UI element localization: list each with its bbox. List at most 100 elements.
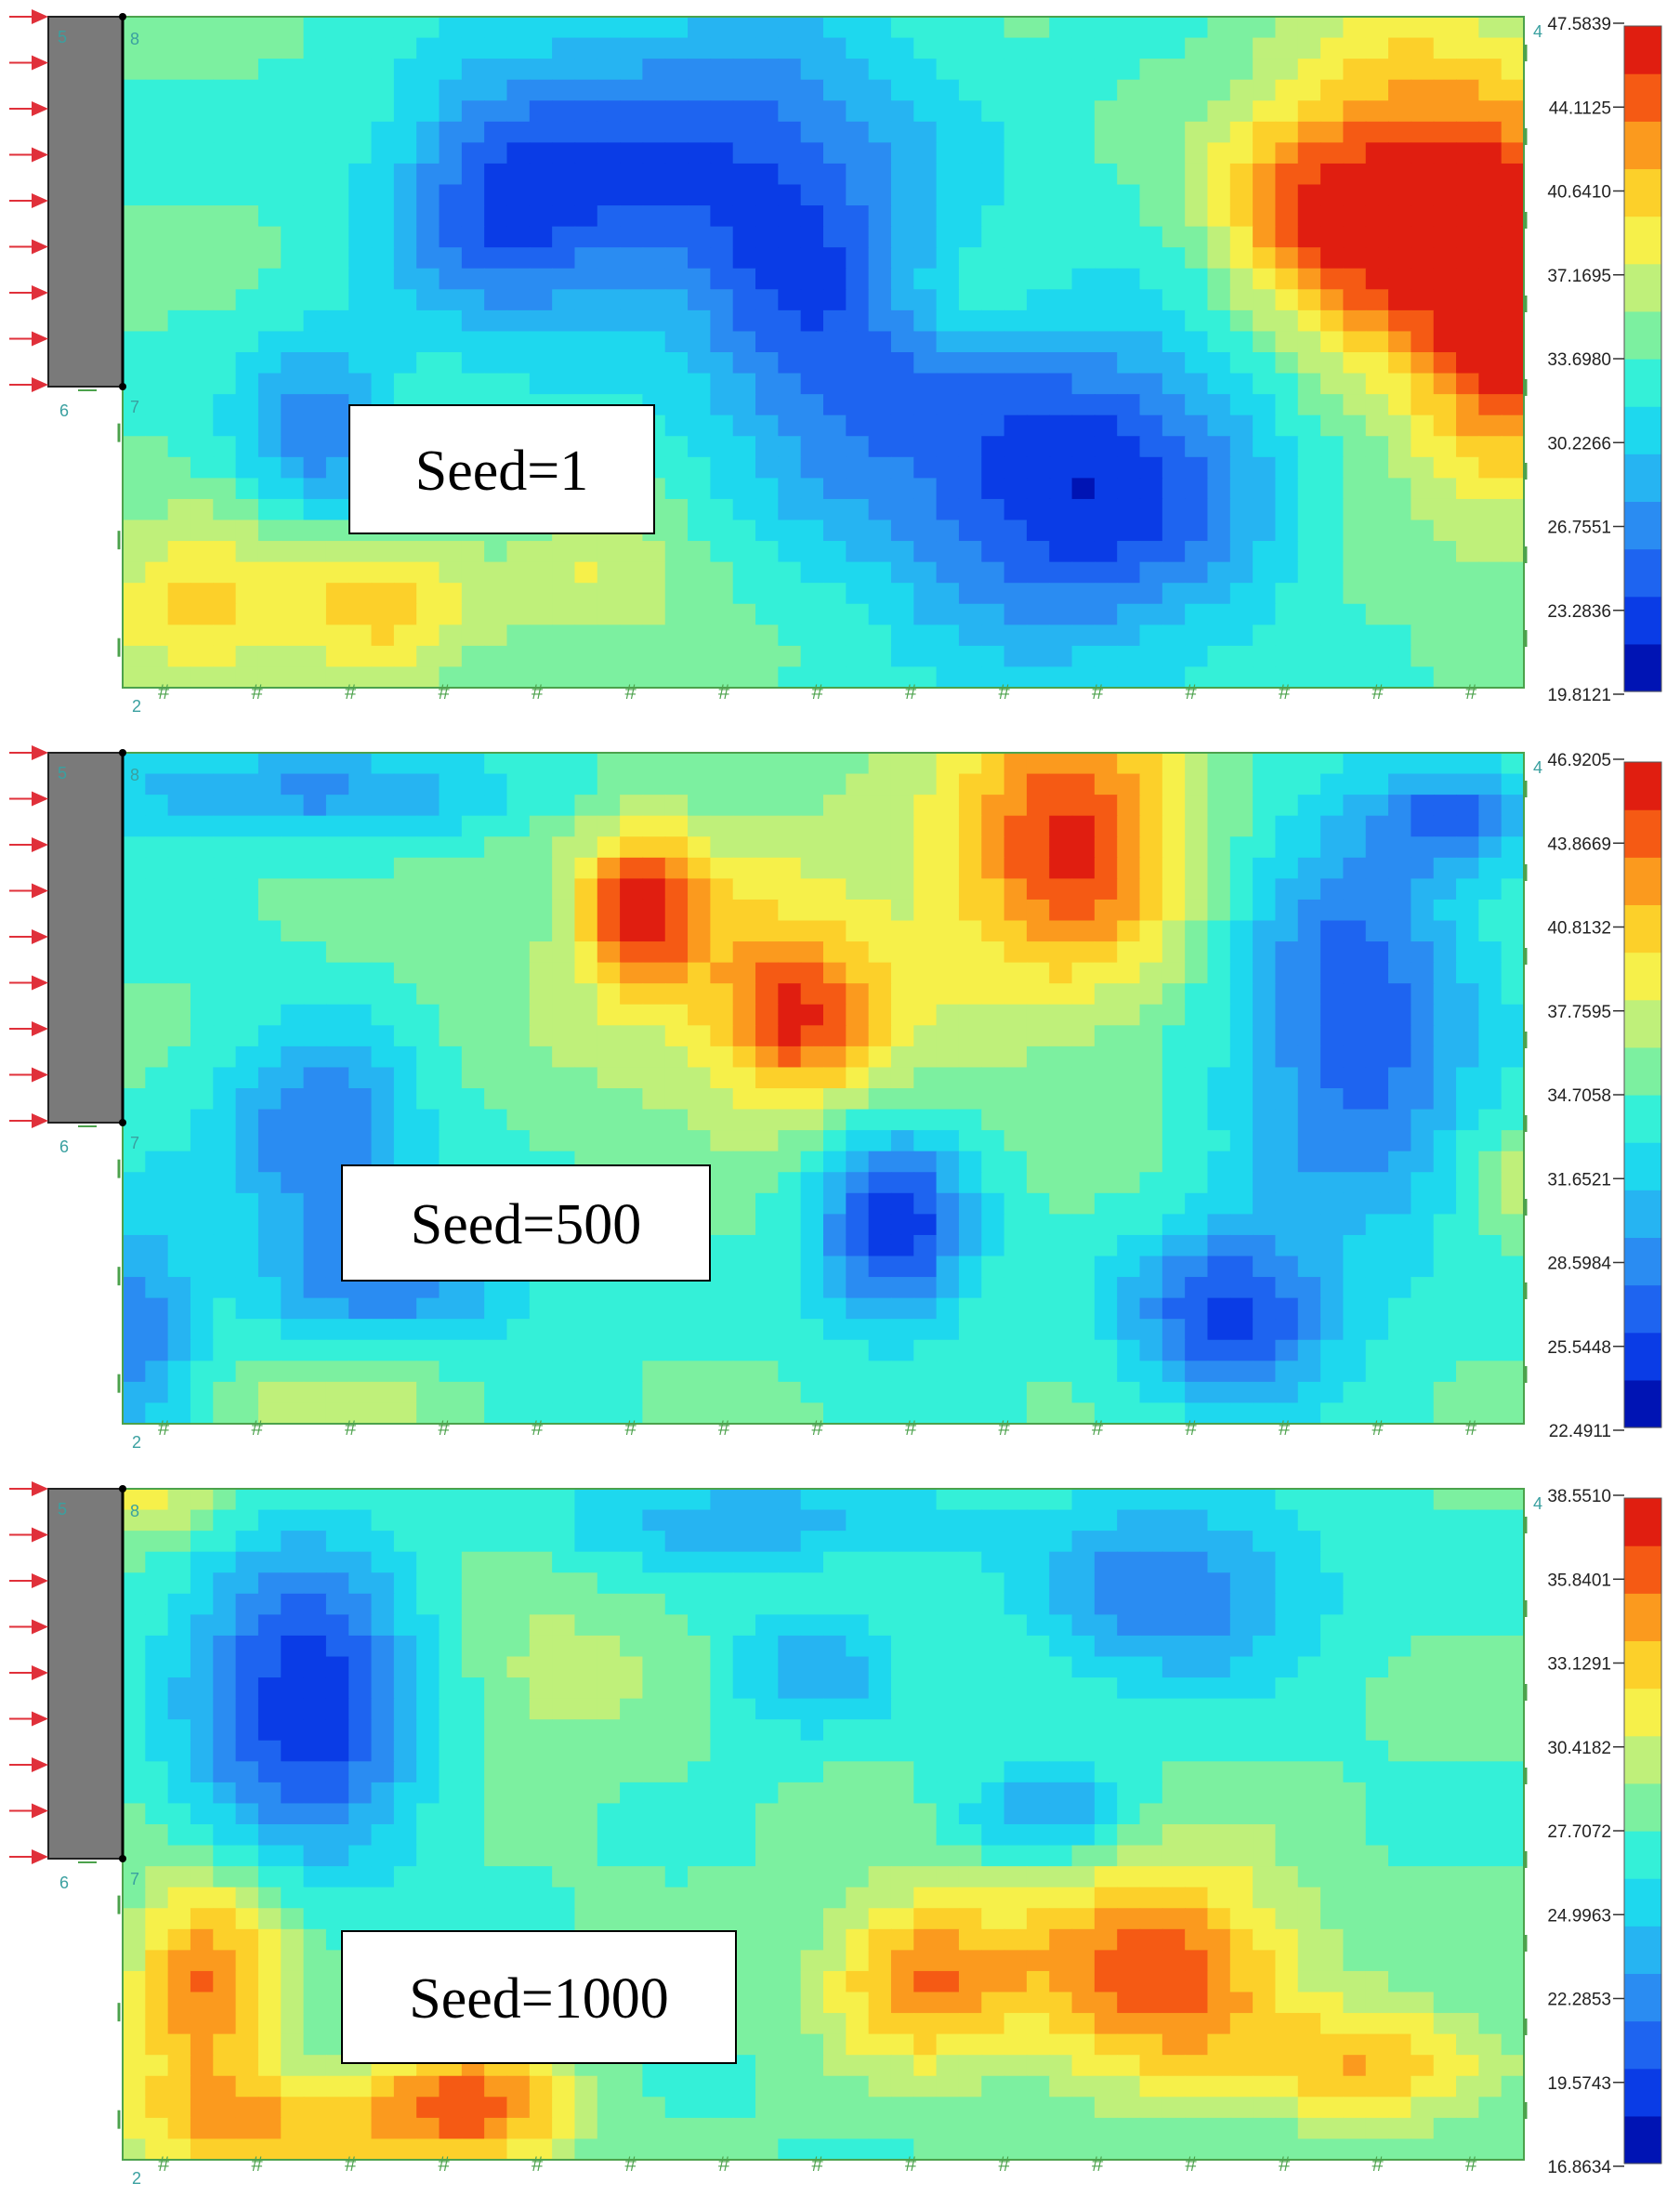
contour-cell xyxy=(1207,247,1231,270)
contour-cell xyxy=(461,1719,485,1742)
contour-cell xyxy=(688,100,712,123)
contour-cell xyxy=(552,561,576,584)
contour-cell xyxy=(958,59,983,81)
contour-cell xyxy=(167,478,191,500)
contour-cell xyxy=(620,753,644,775)
contour-cell xyxy=(1365,666,1389,689)
contour-cell xyxy=(1320,773,1345,796)
contour-cell xyxy=(1343,268,1367,291)
colorbar-tick-label: 23.2836 xyxy=(1547,602,1611,622)
contour-cell xyxy=(574,1045,598,1069)
contour-cell xyxy=(1297,100,1321,123)
contour-cell xyxy=(552,205,576,228)
contour-cell xyxy=(1253,1551,1277,1574)
contour-cell xyxy=(1004,100,1028,123)
contour-cell xyxy=(597,1277,621,1299)
contour-cell xyxy=(281,1088,305,1111)
contour-cell xyxy=(1297,226,1321,248)
contour-cell xyxy=(1117,1656,1141,1678)
contour-plot-seed-1: 56 78 42# # # # # # # # # # # # # # #Seed=147.583944.112… xyxy=(9,9,1662,716)
contour-cell xyxy=(1139,37,1163,59)
contour-cell xyxy=(1049,1509,1073,1532)
contour-cell xyxy=(1004,59,1028,81)
contour-cell xyxy=(1297,1509,1321,1532)
contour-cell xyxy=(1501,37,1525,59)
contour-cell xyxy=(1433,1297,1457,1320)
contour-cell xyxy=(778,142,802,164)
contour-cell xyxy=(710,1172,734,1194)
contour-cell xyxy=(303,603,327,626)
contour-cell xyxy=(1026,1761,1051,1783)
contour-cell xyxy=(348,541,373,563)
contour-cell xyxy=(506,962,531,984)
contour-cell xyxy=(1365,1381,1389,1404)
contour-cell xyxy=(732,456,756,480)
contour-cell xyxy=(1117,17,1141,39)
contour-cell xyxy=(913,1339,938,1362)
contour-cell xyxy=(688,1677,712,1700)
node-marker xyxy=(119,383,126,390)
contour-cell xyxy=(1478,962,1503,984)
contour-cell xyxy=(1501,1277,1525,1299)
contour-cell xyxy=(823,1214,847,1236)
contour-cell xyxy=(664,1381,689,1404)
contour-cell xyxy=(664,753,689,775)
contour-cell xyxy=(506,331,531,353)
contour-cell xyxy=(484,1402,508,1425)
contour-cell xyxy=(800,899,824,922)
contour-cell xyxy=(1365,773,1389,796)
contour-cell xyxy=(620,1067,644,1089)
contour-cell xyxy=(393,1277,417,1299)
contour-cell xyxy=(868,1489,892,1511)
contour-cell xyxy=(190,561,215,584)
contour-cell xyxy=(981,100,1005,123)
contour-cell xyxy=(1162,645,1186,668)
contour-cell xyxy=(1026,836,1051,859)
contour-cell xyxy=(1117,394,1141,416)
contour-cell xyxy=(123,1192,147,1216)
contour-cell xyxy=(393,1614,417,1637)
contour-cell xyxy=(1411,59,1435,81)
contour-cell xyxy=(303,962,327,984)
contour-cell xyxy=(868,1234,892,1257)
contour-cell xyxy=(439,1698,463,1720)
contour-cell xyxy=(800,1256,824,1278)
contour-cell xyxy=(1456,1025,1480,1047)
contour-cell xyxy=(416,1551,440,1574)
contour-cell xyxy=(800,247,824,270)
contour-cell xyxy=(190,394,215,416)
contour-cell xyxy=(529,878,553,901)
contour-cell xyxy=(484,1614,508,1637)
contour-cell xyxy=(303,1172,327,1194)
contour-cell xyxy=(823,1004,847,1027)
contour-cell xyxy=(123,1025,147,1047)
contour-cell xyxy=(1297,1719,1321,1742)
contour-cell xyxy=(1297,1067,1321,1089)
contour-cell xyxy=(167,1004,191,1027)
contour-cell xyxy=(642,1551,666,1574)
contour-cell xyxy=(393,1509,417,1532)
contour-cell xyxy=(552,1088,576,1111)
contour-cell xyxy=(800,1489,824,1511)
contour-cell xyxy=(1365,17,1389,39)
contour-cell xyxy=(800,1656,824,1678)
contour-cell xyxy=(371,1740,395,1763)
contour-cell xyxy=(123,773,147,796)
contour-cell xyxy=(1343,1172,1367,1194)
contour-cell xyxy=(303,1509,327,1532)
contour-cell xyxy=(552,1045,576,1069)
contour-cell xyxy=(1162,1381,1186,1404)
contour-cell xyxy=(1343,1361,1367,1383)
contour-cell xyxy=(755,962,780,984)
contour-cell xyxy=(123,1339,147,1362)
contour-cell xyxy=(1275,331,1299,353)
contour-cell xyxy=(393,79,417,102)
contour-cell xyxy=(958,1214,983,1236)
contour-cell xyxy=(1478,519,1503,542)
contour-cell xyxy=(710,37,734,59)
node-label: 4 xyxy=(1533,758,1542,777)
contour-cell xyxy=(439,100,463,123)
contour-cell xyxy=(281,352,305,375)
contour-cell xyxy=(123,1151,147,1174)
contour-cell xyxy=(1117,1045,1141,1069)
